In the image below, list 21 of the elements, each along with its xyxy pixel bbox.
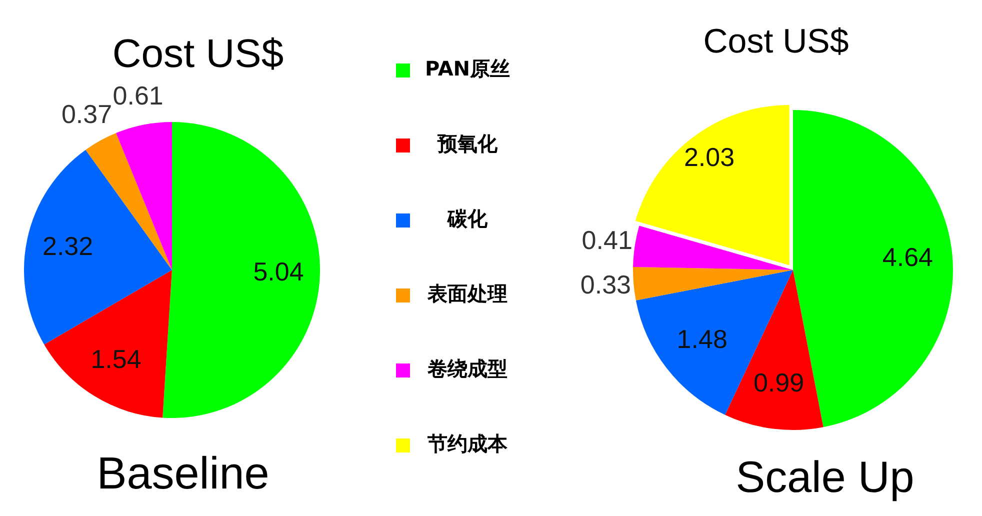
legend-label: 预氧化: [436, 132, 499, 156]
data-label: 1.48: [676, 324, 728, 354]
chart-title: Cost US$: [703, 22, 849, 60]
data-label: 1.54: [90, 344, 142, 374]
data-label: 0.37: [61, 99, 112, 130]
data-label: 5.04: [253, 256, 304, 287]
legend-label: 卷绕成型: [426, 356, 508, 381]
data-label: 2.03: [684, 142, 735, 172]
text: Scale Up: [736, 453, 914, 502]
legend-label: PAN原丝: [424, 56, 510, 81]
text: Baseline: [96, 447, 270, 498]
data-label: 0.41: [582, 225, 632, 256]
data-label: 0.33: [580, 269, 631, 300]
legend-label: 节约成本: [426, 432, 509, 456]
data-label: 0.61: [112, 80, 164, 110]
data-label: 0.99: [753, 367, 804, 398]
legend-label: 碳化: [446, 206, 489, 231]
chart-title: Cost US$: [112, 32, 284, 76]
data-label: 2.32: [42, 230, 94, 261]
legend-label: 表面处理: [426, 282, 508, 306]
data-label: 4.64: [882, 242, 933, 272]
